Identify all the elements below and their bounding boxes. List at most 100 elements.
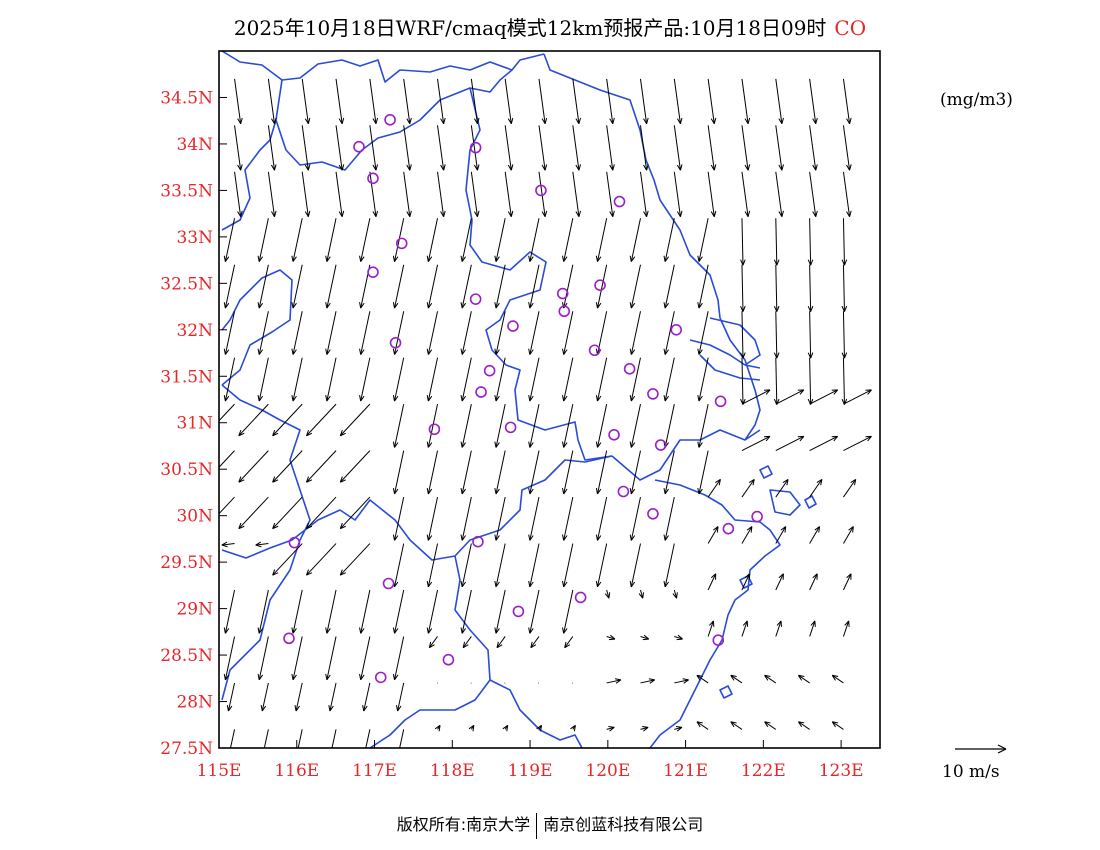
station-marker bbox=[507, 320, 519, 332]
wind-vector bbox=[528, 404, 540, 448]
station-marker bbox=[654, 439, 667, 451]
wind-vector bbox=[223, 357, 236, 402]
lat-tick-label: 33.5N bbox=[160, 181, 213, 201]
wind-vector bbox=[392, 404, 405, 448]
station-marker bbox=[472, 535, 484, 548]
lat-tick-label: 31.5N bbox=[160, 367, 213, 387]
wind-vector bbox=[775, 389, 805, 405]
wind-vector bbox=[697, 218, 709, 262]
wind-vector bbox=[494, 543, 506, 588]
wind-vector bbox=[223, 589, 236, 634]
wind-vector bbox=[538, 78, 548, 125]
wind-vector bbox=[528, 264, 540, 309]
wind-vector bbox=[606, 726, 615, 732]
credits-left: 版权所有:南京大学 bbox=[396, 815, 531, 834]
wind-vector bbox=[257, 589, 269, 634]
wind-vector bbox=[257, 357, 269, 402]
wind-vector bbox=[809, 435, 839, 452]
station-marker bbox=[535, 184, 547, 197]
wind-vector bbox=[595, 404, 608, 448]
wind-vector bbox=[562, 357, 574, 402]
wind-vector bbox=[267, 78, 277, 125]
lon-tick-label: 120E bbox=[585, 761, 630, 781]
wind-vector bbox=[562, 404, 574, 448]
lat-axis: 27.5N 28N 28.5N 29N 29.5N 30N 30.5N 31N 31.5N 32N… bbox=[160, 88, 227, 759]
station-marker bbox=[588, 344, 601, 357]
station-marker bbox=[428, 423, 441, 436]
wind-vector bbox=[392, 636, 405, 681]
wind-vector bbox=[460, 404, 472, 448]
wind-vector bbox=[562, 264, 574, 309]
wind-vector bbox=[775, 573, 784, 591]
wind-vector bbox=[325, 218, 337, 262]
station-marker bbox=[395, 237, 408, 250]
wind-vector bbox=[572, 171, 582, 217]
wind-vector bbox=[843, 389, 872, 405]
wind-vector bbox=[741, 435, 771, 452]
wind-vector bbox=[773, 311, 780, 359]
wind-vector bbox=[257, 218, 269, 262]
station-marker bbox=[374, 671, 387, 684]
lat-tick-label: 32N bbox=[176, 321, 213, 341]
wind-vector bbox=[809, 573, 818, 591]
wind-vector bbox=[403, 125, 412, 171]
boundary-anhui-jiangxi bbox=[221, 455, 613, 561]
wind-vector bbox=[595, 450, 608, 495]
wind-vector bbox=[562, 218, 574, 262]
wind-vector bbox=[775, 78, 784, 125]
lon-tick-label: 119E bbox=[508, 761, 553, 781]
wind-vector bbox=[305, 543, 337, 576]
station-marker bbox=[469, 141, 482, 154]
map-title: 2025年10月18日WRF/cmaq模式12km预报产品:10月18日09时 C… bbox=[0, 12, 1100, 41]
station-marker bbox=[288, 536, 301, 549]
wind-vector bbox=[272, 403, 303, 437]
lat-tick-label: 32.5N bbox=[160, 274, 213, 294]
species-label: CO bbox=[834, 16, 867, 40]
lat-tick-label: 34.5N bbox=[160, 88, 213, 108]
station-marker bbox=[483, 364, 496, 377]
wind-vector bbox=[460, 357, 472, 402]
station-marker bbox=[384, 113, 396, 126]
map-frame bbox=[218, 50, 881, 749]
station-marker bbox=[617, 485, 630, 498]
wind-vector bbox=[809, 171, 818, 217]
wind-vector bbox=[267, 125, 277, 171]
wind-vector bbox=[697, 264, 709, 309]
wind-vector bbox=[663, 404, 675, 448]
wind-vector bbox=[673, 171, 683, 217]
wind-vector bbox=[301, 125, 311, 171]
wind-vector bbox=[291, 636, 303, 681]
wind-vector bbox=[305, 496, 337, 530]
wind-vector bbox=[629, 357, 641, 402]
wind-vector bbox=[674, 634, 683, 641]
station-marker bbox=[556, 287, 569, 300]
wind-vector bbox=[226, 682, 236, 712]
wind-vector bbox=[629, 311, 641, 355]
boundary-henan-anhui bbox=[275, 69, 513, 171]
wind-vector bbox=[234, 171, 243, 217]
wind-vector bbox=[696, 721, 709, 730]
station-marker bbox=[608, 429, 620, 441]
wind-vector bbox=[305, 450, 337, 483]
wind-vector bbox=[639, 171, 649, 217]
wind-vector bbox=[740, 218, 746, 266]
wind-vector bbox=[392, 357, 405, 402]
lat-tick-label: 31N bbox=[176, 414, 213, 434]
station-marker bbox=[647, 508, 659, 520]
wind-vector bbox=[223, 218, 236, 262]
wind-vector bbox=[426, 543, 439, 588]
wind-vector bbox=[843, 478, 857, 498]
wind-vector bbox=[640, 726, 649, 732]
wind-vector bbox=[606, 678, 622, 684]
lat-tick-label: 28.5N bbox=[160, 646, 213, 666]
lat-tick-label: 27.5N bbox=[160, 739, 213, 759]
lon-tick-label: 117E bbox=[352, 761, 397, 781]
wind-vector bbox=[562, 543, 574, 588]
wind-vector bbox=[841, 311, 848, 359]
wind-vector bbox=[673, 125, 683, 171]
wind-vector bbox=[272, 543, 303, 576]
wind-vector bbox=[325, 264, 337, 309]
lat-tick-label: 29.5N bbox=[160, 553, 213, 573]
wind-vector bbox=[223, 636, 236, 681]
yangtze-estuary bbox=[709, 317, 761, 366]
